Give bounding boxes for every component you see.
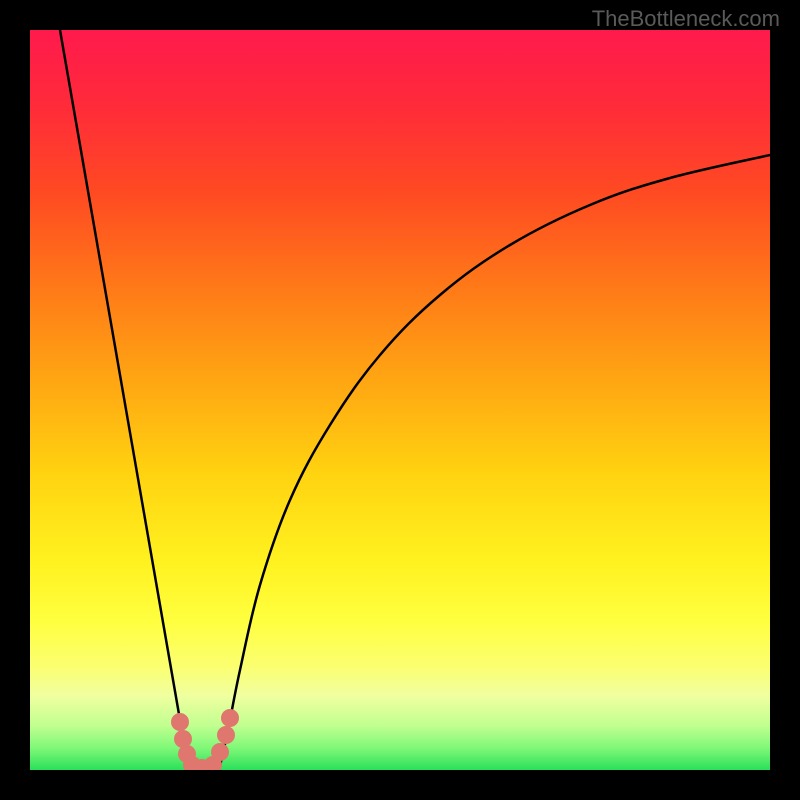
plot-area bbox=[30, 30, 770, 770]
curve-left-branch bbox=[60, 30, 188, 766]
marker-dot bbox=[211, 743, 229, 761]
curve-right-branch bbox=[220, 155, 770, 766]
marker-dot bbox=[217, 726, 235, 744]
marker-dot bbox=[221, 709, 239, 727]
watermark-text: TheBottleneck.com bbox=[592, 6, 780, 32]
curve-layer bbox=[30, 30, 770, 770]
curve-markers bbox=[171, 709, 239, 770]
marker-dot bbox=[171, 713, 189, 731]
